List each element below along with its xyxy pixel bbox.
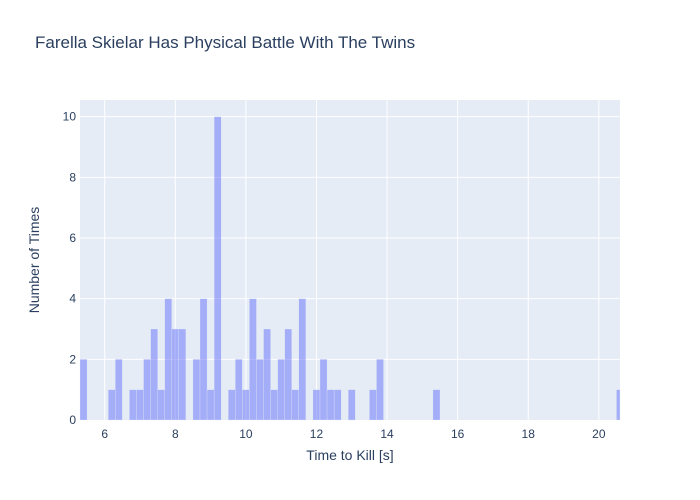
histogram-bar xyxy=(242,389,250,421)
histogram-bar xyxy=(298,298,307,421)
histogram-bar xyxy=(249,298,257,421)
histogram-bar xyxy=(277,359,285,421)
histogram-bar xyxy=(192,359,201,421)
histogram-bar xyxy=(291,389,299,421)
y-tick-label: 0 xyxy=(69,413,76,427)
x-axis-ticks: 6 8 10 12 14 16 18 20 xyxy=(101,427,605,441)
histogram-bar xyxy=(369,389,377,421)
x-axis-title: Time to Kill [s] xyxy=(306,447,393,463)
histogram-bar xyxy=(319,359,328,421)
histogram-bar xyxy=(326,389,335,421)
histogram-bar xyxy=(143,359,151,421)
y-tick-label: 8 xyxy=(69,170,76,184)
histogram-bar xyxy=(284,328,292,421)
x-tick-label: 12 xyxy=(310,427,324,441)
x-tick-label: 14 xyxy=(380,427,394,441)
histogram-bar xyxy=(348,389,356,421)
histogram-bar xyxy=(164,298,172,421)
chart-title: Farella Skielar Has Physical Battle With… xyxy=(35,33,416,52)
histogram-bar xyxy=(256,359,264,421)
histogram-bar xyxy=(157,389,165,421)
histogram-bar xyxy=(206,389,215,421)
y-tick-label: 10 xyxy=(63,110,77,124)
histogram-bar xyxy=(616,389,621,421)
histogram-bar xyxy=(432,389,441,421)
x-tick-label: 20 xyxy=(592,427,606,441)
histogram-bar xyxy=(199,298,208,421)
y-axis-title: Number of Times xyxy=(26,207,42,314)
x-tick-label: 16 xyxy=(451,427,465,441)
y-tick-label: 2 xyxy=(69,352,76,366)
y-tick-label: 4 xyxy=(69,292,76,306)
histogram-bar xyxy=(79,359,88,421)
histogram-bar xyxy=(150,328,158,421)
x-tick-label: 8 xyxy=(172,427,179,441)
histogram-bar xyxy=(213,116,222,421)
histogram-bar xyxy=(129,389,137,421)
histogram-bar xyxy=(136,389,144,421)
histogram-bar xyxy=(178,328,187,421)
histogram-bar xyxy=(376,359,384,421)
histogram-bar xyxy=(228,389,236,421)
histogram-bar xyxy=(235,359,243,421)
x-tick-label: 6 xyxy=(101,427,108,441)
histogram-bar xyxy=(333,389,342,421)
histogram-bar xyxy=(263,328,271,421)
histogram-bar xyxy=(171,328,179,421)
histogram-bar xyxy=(115,359,123,421)
gridlines xyxy=(80,100,620,420)
histogram-bars xyxy=(79,116,621,421)
histogram-bar xyxy=(270,389,278,421)
histogram-bar xyxy=(108,389,116,421)
y-tick-label: 6 xyxy=(69,231,76,245)
y-axis-ticks: 0 2 4 6 8 10 xyxy=(63,110,77,427)
plot-background xyxy=(80,100,620,420)
x-tick-label: 18 xyxy=(522,427,536,441)
histogram-bar xyxy=(312,389,321,421)
x-tick-label: 10 xyxy=(239,427,253,441)
